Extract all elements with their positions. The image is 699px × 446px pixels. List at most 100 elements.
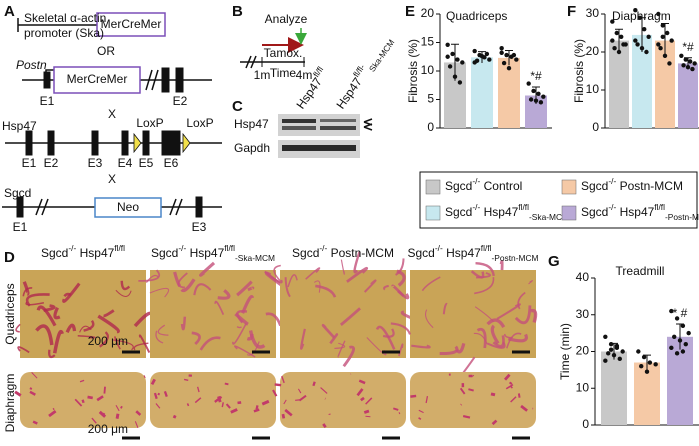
row-label: Diaphragm xyxy=(3,374,17,433)
data-point xyxy=(536,91,541,97)
data-point xyxy=(511,52,517,58)
fiber-stain xyxy=(283,399,287,405)
data-point xyxy=(665,30,670,36)
scale-label: 200 μm xyxy=(88,422,128,436)
y-axis-label: Fibrosis (%) xyxy=(572,39,586,103)
data-point xyxy=(686,330,691,336)
fiber-stain xyxy=(425,396,429,404)
fiber-stain xyxy=(395,258,405,276)
fiber-stain xyxy=(157,392,161,396)
fiber-stain xyxy=(115,404,120,412)
data-point xyxy=(528,97,534,102)
bar xyxy=(498,57,520,128)
data-point xyxy=(669,38,674,43)
fiber-stain xyxy=(363,279,377,293)
fiber-stain xyxy=(180,278,196,293)
text-span: fl/fl xyxy=(114,243,125,253)
data-point xyxy=(617,356,622,362)
data-point xyxy=(680,323,686,328)
fiber-stain xyxy=(517,393,521,398)
fiber-stain xyxy=(17,346,30,354)
fiber-stain xyxy=(475,262,495,277)
data-point xyxy=(662,53,668,58)
fiber-stain xyxy=(32,420,38,425)
label: LoxP xyxy=(186,116,213,130)
fiber-stain xyxy=(14,390,22,397)
fiber-stain xyxy=(196,386,200,393)
row-label: Quadriceps xyxy=(3,283,17,344)
fiber-stain xyxy=(508,381,513,385)
fiber-stain xyxy=(191,331,201,345)
chart-title: Quadriceps xyxy=(446,9,507,23)
fiber-stain xyxy=(199,261,216,277)
fiber-stain xyxy=(297,388,302,394)
label: E2 xyxy=(44,156,59,170)
fiber-stain xyxy=(261,399,270,406)
fiber-stain xyxy=(505,383,514,390)
bar xyxy=(609,40,629,128)
fiber-stain xyxy=(365,397,373,405)
text-span: Hsp47 xyxy=(443,246,481,260)
fiber-stain xyxy=(96,395,104,402)
label: E3 xyxy=(192,220,207,234)
fiber-stain xyxy=(214,300,225,315)
fiber-stain xyxy=(391,284,405,297)
label: Hsp47 xyxy=(234,117,269,131)
data-point xyxy=(610,19,615,24)
data-point xyxy=(641,354,647,360)
fiber-stain xyxy=(255,405,259,410)
fiber-stain xyxy=(398,412,401,415)
label: OR xyxy=(97,44,115,58)
data-point xyxy=(606,351,611,356)
fiber-stain xyxy=(517,291,526,310)
panel-label: A xyxy=(4,3,15,20)
y-tick-label: 5 xyxy=(427,92,434,106)
fiber-stain xyxy=(305,267,321,280)
data-point xyxy=(479,53,485,59)
fiber-stain xyxy=(230,408,238,414)
label: E3 xyxy=(88,156,103,170)
fiber-stain xyxy=(65,323,77,333)
data-point xyxy=(541,94,546,99)
fiber-stain xyxy=(363,409,370,414)
fiber-stain xyxy=(390,322,412,335)
text-span: Postn-MCM xyxy=(327,246,394,260)
data-point xyxy=(692,61,697,66)
text-span: Sgcd xyxy=(292,246,319,260)
fiber-stain xyxy=(193,283,212,296)
fiber-stain xyxy=(510,396,517,403)
fiber-stain xyxy=(83,319,95,332)
data-point xyxy=(614,343,620,349)
y-tick-label: 0 xyxy=(592,120,599,134)
fiber-stain xyxy=(163,390,168,397)
fiber-stain xyxy=(135,410,142,416)
label: X xyxy=(108,107,116,121)
text-span: Sgcd xyxy=(445,179,472,193)
fiber-stain xyxy=(180,316,187,331)
legend-swatch xyxy=(561,205,577,221)
text-span: Sgcd xyxy=(41,246,68,260)
label: E6 xyxy=(164,156,179,170)
fiber-stain xyxy=(455,342,466,354)
fiber-stain xyxy=(199,336,221,351)
fiber-stain xyxy=(321,324,336,339)
data-point xyxy=(608,347,614,352)
data-point xyxy=(603,334,608,339)
data-point xyxy=(639,46,645,51)
data-point xyxy=(499,46,504,51)
fiber-stain xyxy=(91,417,97,424)
data-point xyxy=(514,57,519,62)
text-span: Hsp47 xyxy=(76,246,114,260)
data-point xyxy=(487,57,492,62)
fiber-stain xyxy=(313,280,321,293)
fiber-stain xyxy=(234,312,249,326)
text-span: fl/fl xyxy=(518,202,529,212)
column-label: Sgcd-/- Hsp47fl/fl-Ska-MCM xyxy=(151,243,275,263)
data-point xyxy=(660,34,665,39)
fiber-stain xyxy=(439,345,459,355)
text-span: Sgcd xyxy=(151,246,178,260)
fiber-stain xyxy=(173,271,182,287)
label: Hsp47 xyxy=(2,119,37,133)
fiber-stain xyxy=(120,280,131,291)
fiber-stain xyxy=(265,312,282,327)
